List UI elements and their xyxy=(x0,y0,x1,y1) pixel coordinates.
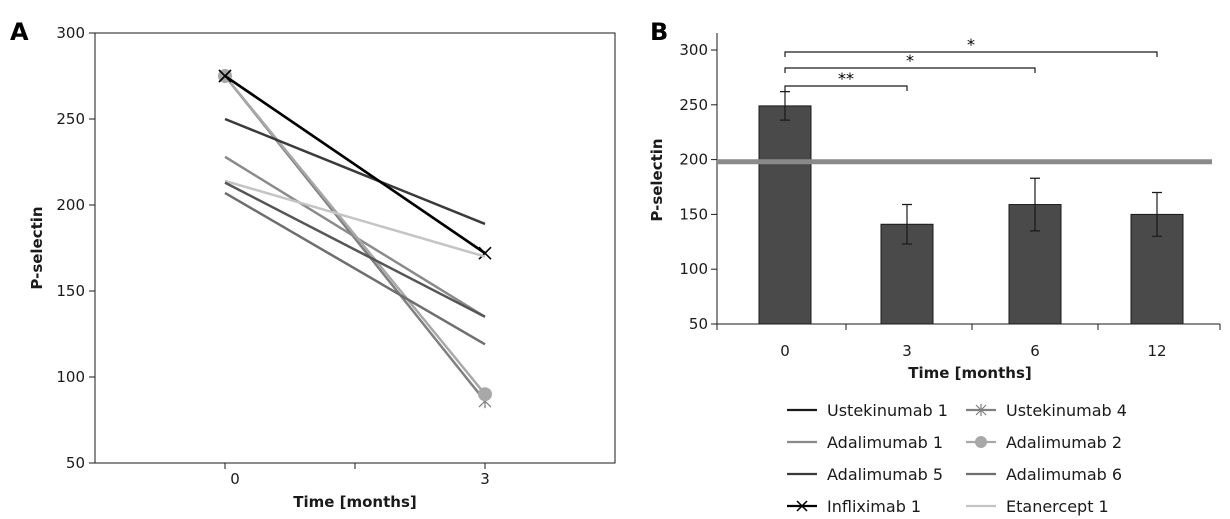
panel-b-x-tick-label: 3 xyxy=(902,342,912,360)
panel-b-x-axis: 0 3 6 12 xyxy=(716,324,1221,360)
legend-marker xyxy=(975,436,987,448)
panel-b-y-tick-label: 200 xyxy=(679,151,708,169)
panel-b-y-axis: 50 100 150 200 250 300 xyxy=(679,41,717,333)
panel-a-x-tick-label: 3 xyxy=(480,470,490,488)
panel-a-y-tick-label: 150 xyxy=(56,282,85,300)
legend-label: Adalimumab 2 xyxy=(1006,433,1122,452)
panel-b-significance-bracket xyxy=(784,67,1036,73)
panel-a-point-marker xyxy=(218,69,232,83)
legend-label: Etanercept 1 xyxy=(1006,497,1109,516)
legend: Ustekinumab 1 Ustekinumab 4 Adalimumab 1 Ad… xyxy=(787,401,1127,516)
panel-b-significance-bracket xyxy=(784,51,1158,57)
panel-b-significance-label: * xyxy=(906,51,914,70)
panel-a-x-axis-title: Time [months] xyxy=(293,493,417,511)
panel-a-y-axis: 50 100 150 200 250 300 xyxy=(56,24,95,472)
panel-a-series xyxy=(218,69,492,409)
panel-b-x-tick-label: 12 xyxy=(1147,342,1166,360)
legend-label: Adalimumab 5 xyxy=(827,465,943,484)
panel-b-bar xyxy=(758,105,812,325)
panel-b-error-bar xyxy=(1030,177,1040,232)
panel-a-series-line xyxy=(224,179,486,258)
panel-b-error-bar xyxy=(902,203,912,245)
panel-b-significance-label: ** xyxy=(838,69,854,88)
legend-label: Ustekinumab 4 xyxy=(1006,401,1127,420)
legend-marker xyxy=(975,404,987,416)
legend-label: Infliximab 1 xyxy=(827,497,921,516)
legend-label: Adalimumab 6 xyxy=(1006,465,1122,484)
panel-a-y-axis-title: P-selectin xyxy=(28,206,46,289)
legend-label: Adalimumab 1 xyxy=(827,433,943,452)
panel-b-y-tick-label: 50 xyxy=(689,315,708,333)
panel-a-series-line xyxy=(224,75,486,395)
panel-a-y-tick-label: 250 xyxy=(56,110,85,128)
panel-a-label: A xyxy=(10,18,29,46)
panel-a-series-line xyxy=(224,117,486,226)
panel-b-y-tick-label: 250 xyxy=(679,96,708,114)
panel-a-y-tick-label: 50 xyxy=(66,454,85,472)
panel-b-error-bar xyxy=(780,91,790,121)
panel-a-series-line xyxy=(224,191,486,346)
panel-b-y-tick-label: 300 xyxy=(679,41,708,59)
panel-b-x-tick-label: 0 xyxy=(780,342,790,360)
panel-a-series-line xyxy=(224,181,486,318)
panel-a-y-tick-label: 200 xyxy=(56,196,85,214)
panel-b-significance-brackets: **** xyxy=(784,35,1158,91)
legend-label: Ustekinumab 1 xyxy=(827,401,948,420)
panel-b-x-axis-title: Time [months] xyxy=(908,364,1032,382)
panel-b-significance-bracket xyxy=(784,85,908,91)
panel-b-y-tick-label: 100 xyxy=(679,260,708,278)
panel-a-y-tick-label: 100 xyxy=(56,368,85,386)
panel-b-significance-label: * xyxy=(967,35,975,54)
panel-b-x-tick-label: 6 xyxy=(1030,342,1040,360)
panel-a-plot-frame xyxy=(94,32,616,464)
panel-a-series-line xyxy=(224,74,486,255)
panel-a-x-tick-label: 0 xyxy=(230,470,240,488)
panel-b-error-bars xyxy=(780,91,1162,245)
panel-b-label: B xyxy=(650,18,668,46)
panel-b-y-axis-title: P-selectin xyxy=(648,138,666,221)
panel-a-point-marker xyxy=(478,246,492,260)
legend-marker xyxy=(796,500,808,512)
panel-a-point-marker xyxy=(478,387,492,402)
panel-b-y-tick-label: 150 xyxy=(679,205,708,223)
panel-a-y-tick-label: 300 xyxy=(56,24,85,42)
panel-b-error-bar xyxy=(1152,191,1162,237)
panel-b-bar xyxy=(880,223,934,325)
panel-b-bars xyxy=(758,105,1184,325)
